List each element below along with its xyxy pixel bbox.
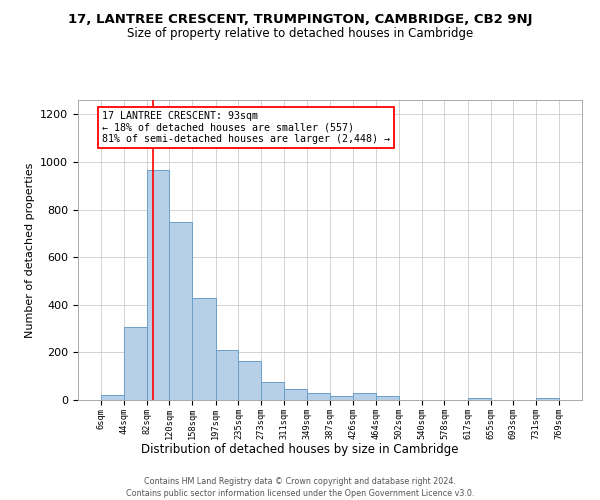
- Bar: [101, 395, 124, 400]
- Bar: [261, 382, 284, 400]
- Bar: [215, 350, 238, 400]
- Bar: [376, 396, 399, 400]
- Bar: [146, 170, 169, 400]
- Text: Contains public sector information licensed under the Open Government Licence v3: Contains public sector information licen…: [126, 489, 474, 498]
- Bar: [192, 298, 215, 400]
- Y-axis label: Number of detached properties: Number of detached properties: [25, 162, 35, 338]
- Bar: [169, 222, 192, 400]
- Text: 17 LANTREE CRESCENT: 93sqm
← 18% of detached houses are smaller (557)
81% of sem: 17 LANTREE CRESCENT: 93sqm ← 18% of deta…: [102, 110, 390, 144]
- Bar: [468, 398, 491, 400]
- Bar: [238, 360, 261, 400]
- Bar: [353, 393, 376, 400]
- Text: Contains HM Land Registry data © Crown copyright and database right 2024.: Contains HM Land Registry data © Crown c…: [144, 478, 456, 486]
- Text: 17, LANTREE CRESCENT, TRUMPINGTON, CAMBRIDGE, CB2 9NJ: 17, LANTREE CRESCENT, TRUMPINGTON, CAMBR…: [68, 12, 532, 26]
- Bar: [307, 393, 329, 400]
- Text: Size of property relative to detached houses in Cambridge: Size of property relative to detached ho…: [127, 28, 473, 40]
- Bar: [329, 396, 353, 400]
- Bar: [284, 390, 307, 400]
- Bar: [536, 398, 559, 400]
- Bar: [124, 328, 146, 400]
- Text: Distribution of detached houses by size in Cambridge: Distribution of detached houses by size …: [141, 442, 459, 456]
